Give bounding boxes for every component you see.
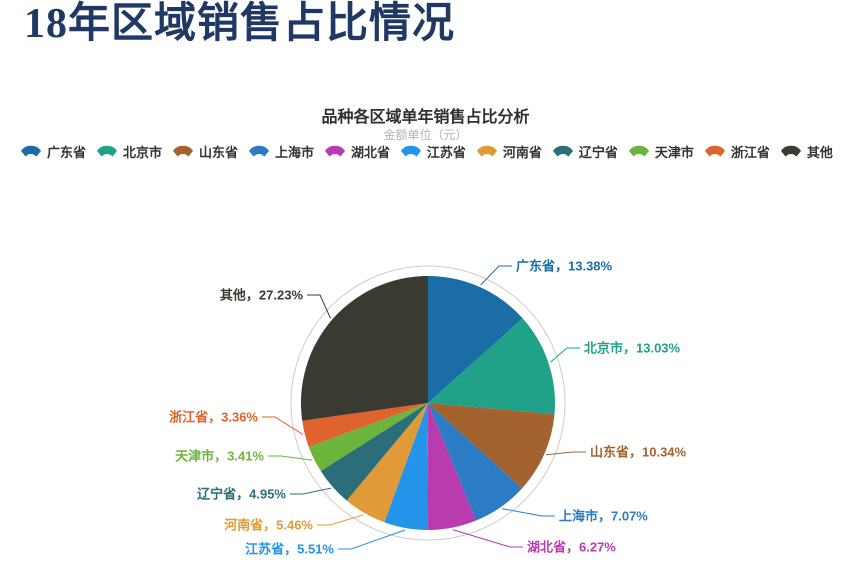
legend-label: 广东省 [47, 144, 87, 160]
legend-label: 天津市 [654, 144, 694, 160]
legend-item-5[interactable]: 湖北省 [324, 142, 390, 161]
pie-sector-icon [21, 145, 41, 157]
slice-label: 湖北省，6.27% [527, 540, 616, 555]
pie-slice-4[interactable] [428, 403, 522, 521]
slice-label-line [317, 514, 364, 526]
legend-item-9[interactable]: 天津市 [628, 142, 694, 161]
slice-label: 河南省，5.46% [224, 518, 313, 533]
pie-slice-8[interactable] [320, 403, 428, 501]
slice-label: 广东省，13.38% [516, 259, 613, 274]
slice-label-line [307, 294, 332, 319]
page-title: 18年区域销售占比情况 [24, 1, 456, 47]
slice-label: 浙江省，3.36% [169, 410, 258, 425]
slice-label-line [452, 529, 523, 548]
slice-label-line [268, 455, 313, 461]
slice-label-line [546, 451, 586, 456]
legend-label: 浙江省 [730, 144, 770, 160]
slice-label: 山东省，10.34% [590, 445, 687, 460]
legend-label: 山东省 [198, 144, 238, 160]
pie-sector-icon [324, 145, 345, 157]
chart-title: 品种各区域单年销售占比分析 [321, 109, 530, 126]
slice-label: 天津市，3.41% [175, 449, 264, 464]
pie-sector-icon [780, 145, 801, 157]
chart-subtitle: 金额单位（元） [383, 128, 468, 142]
slice-label-line [290, 487, 332, 495]
legend-item-3[interactable]: 山东省 [172, 142, 238, 161]
legend-item-8[interactable]: 辽宁省 [552, 142, 618, 161]
slice-label-line [550, 347, 580, 363]
pie-outer-ring [290, 265, 566, 541]
legend-label: 上海市 [274, 144, 314, 160]
slice-label: 上海市，7.07% [559, 509, 648, 524]
pie-slice-9[interactable] [308, 403, 428, 471]
slice-label-line [501, 508, 555, 517]
pie-slice-11[interactable] [300, 276, 428, 421]
pie-sector-icon [172, 145, 193, 157]
legend-label: 辽宁省 [578, 144, 618, 160]
legend-label: 北京市 [122, 144, 162, 160]
pie-sector-icon [248, 145, 269, 157]
legend-label: 湖北省 [350, 144, 390, 160]
legend-item-1[interactable]: 广东省 [20, 142, 86, 161]
legend-item-4[interactable]: 上海市 [248, 142, 314, 161]
slice-label: 江苏省，5.51% [245, 542, 334, 557]
pie-sector-icon [704, 145, 725, 157]
legend-item-11[interactable]: 其他 [780, 142, 833, 161]
pie-slice-6[interactable] [384, 403, 428, 530]
pie-sector-icon [628, 145, 649, 157]
pie-sector-icon [552, 145, 573, 157]
pie-sector-icon [96, 145, 117, 157]
slice-label-line [262, 416, 304, 435]
slice-label: 辽宁省，4.95% [197, 487, 286, 502]
legend-item-6[interactable]: 江苏省 [400, 142, 466, 161]
pie-slice-3[interactable] [428, 403, 555, 489]
legend-label: 其他 [806, 144, 833, 160]
pie-sector-icon [400, 145, 421, 157]
slice-label-line [480, 265, 512, 286]
pie-slice-1[interactable] [428, 276, 523, 403]
slice-label-line [338, 529, 406, 550]
pie-slice-7[interactable] [346, 403, 428, 523]
pie-slice-10[interactable] [302, 403, 428, 447]
pie-slice-5[interactable] [427, 403, 477, 531]
legend-label: 河南省 [502, 144, 542, 160]
chart-legend: 广东省 北京市 山东省 上海市 湖北省 江苏省 河南省 辽宁省 天津市 浙江省 其他 [0, 141, 851, 161]
legend-item-10[interactable]: 浙江省 [704, 142, 770, 161]
legend-item-2[interactable]: 北京市 [96, 142, 162, 161]
slice-label: 北京市，13.03% [584, 341, 681, 356]
legend-label: 江苏省 [426, 144, 466, 160]
legend-item-7[interactable]: 河南省 [476, 142, 542, 161]
slice-label: 其他，27.23% [220, 288, 304, 303]
pie-slice-2[interactable] [428, 318, 555, 415]
pie-sector-icon [476, 145, 497, 157]
